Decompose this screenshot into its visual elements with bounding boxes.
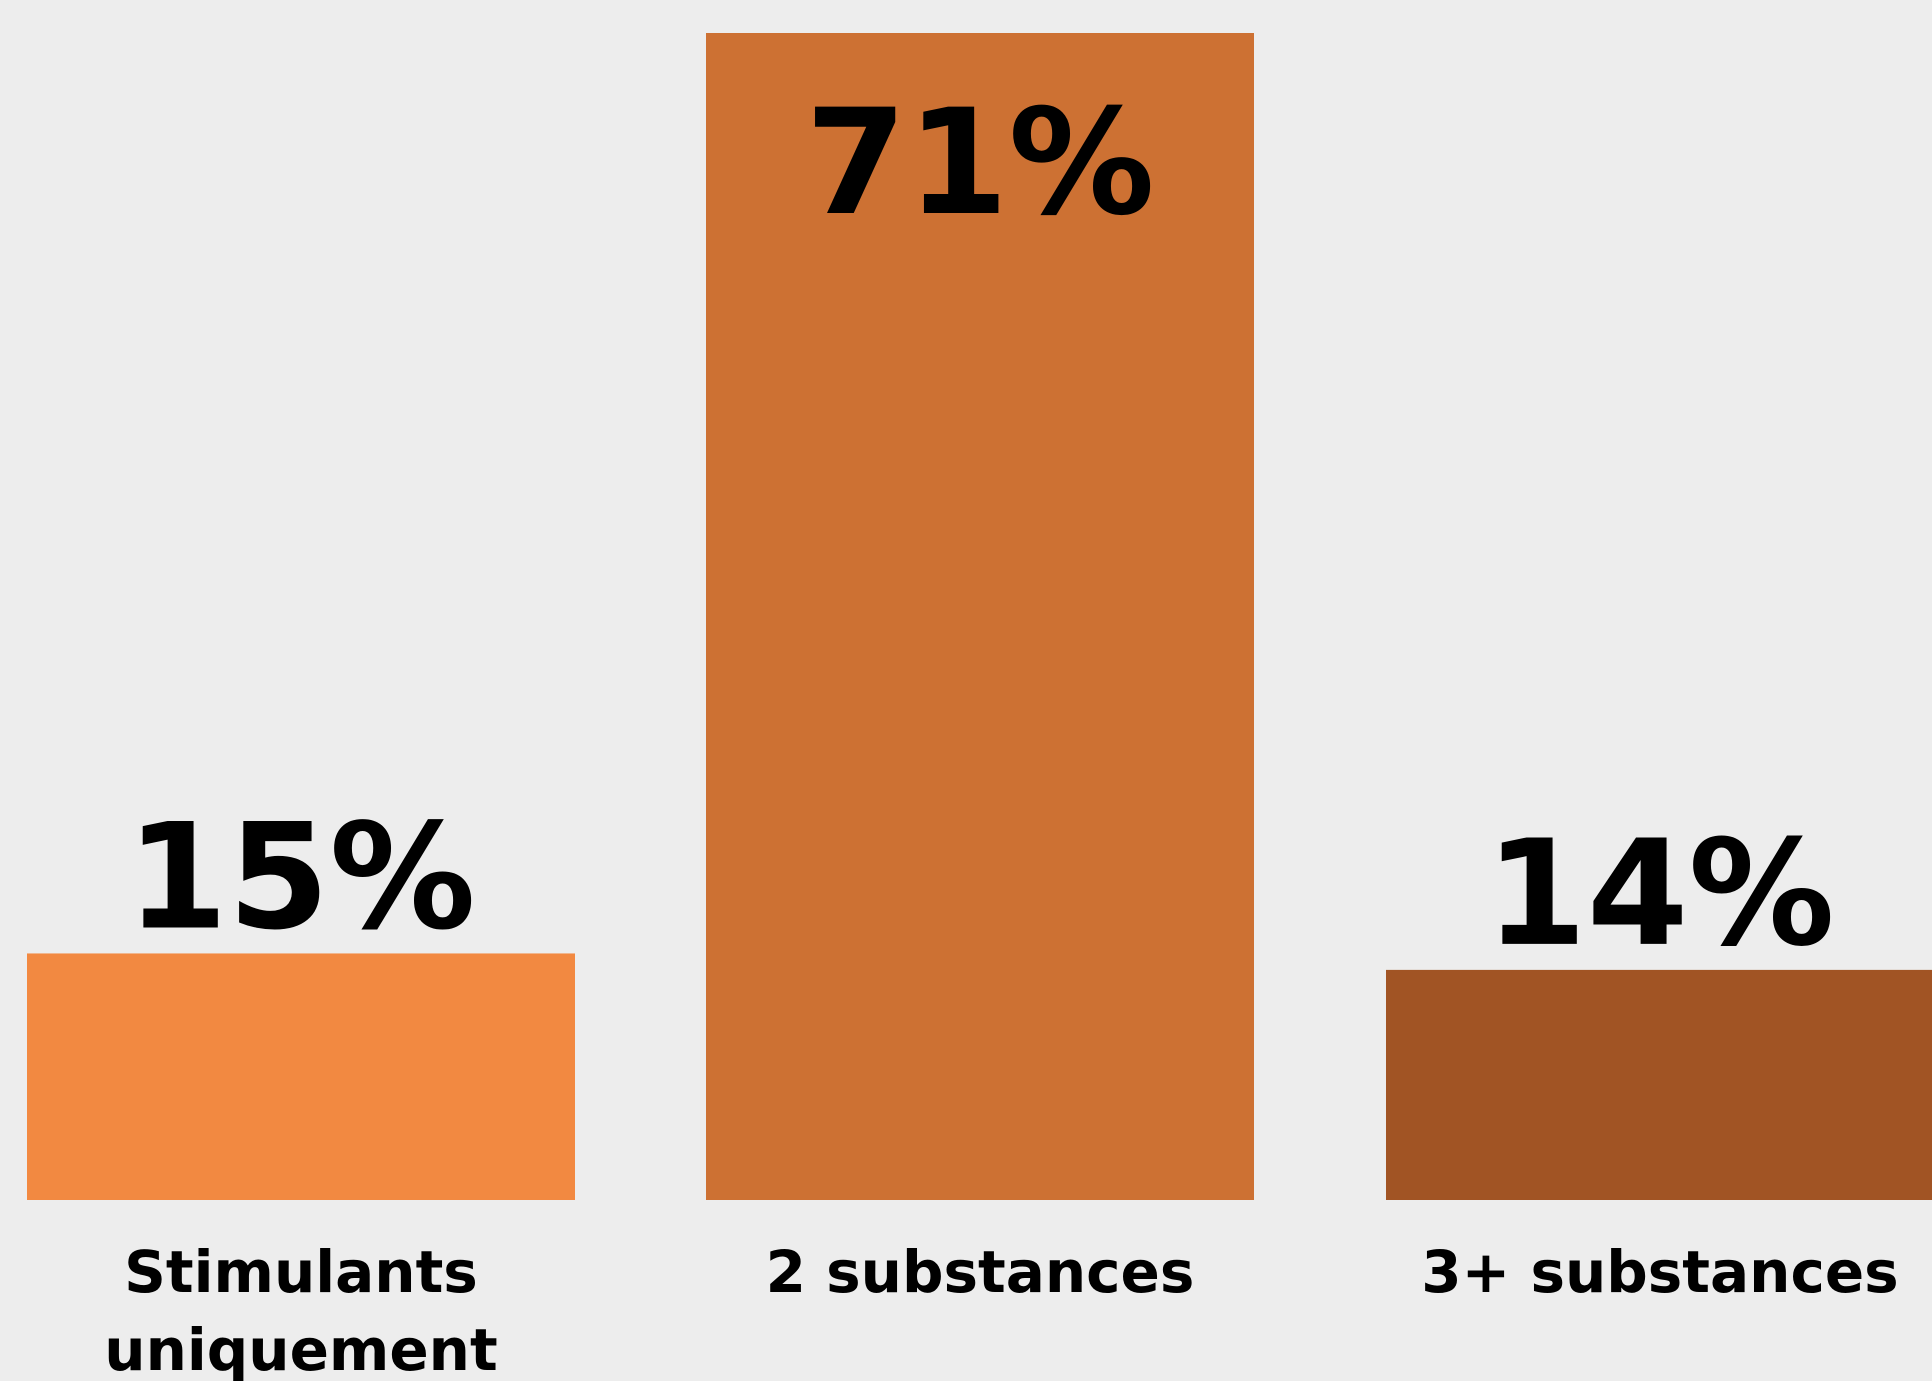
value-labels-group: 15% 71% 14% — [126, 78, 1834, 979]
category-label-line: 3+ substances — [1421, 1238, 1898, 1306]
bar-3 — [1386, 969, 1932, 1200]
category-label-line: Stimulants — [124, 1238, 478, 1306]
category-label-2: 2 substances — [766, 1238, 1195, 1306]
bar-1 — [27, 953, 575, 1200]
value-label-1: 15% — [126, 792, 475, 962]
value-label-3: 14% — [1485, 809, 1834, 979]
bar-2 — [706, 33, 1254, 1200]
value-label-2: 71% — [805, 78, 1154, 248]
category-label-3: 3+ substances — [1421, 1238, 1898, 1306]
category-labels-group: Stimulants uniquement 2 substances 3+ subst… — [104, 1238, 1898, 1381]
category-label-line: 2 substances — [766, 1238, 1195, 1306]
bars-group — [27, 33, 1932, 1200]
category-label-line: uniquement — [104, 1316, 497, 1381]
category-label-1: Stimulants uniquement — [104, 1238, 497, 1381]
